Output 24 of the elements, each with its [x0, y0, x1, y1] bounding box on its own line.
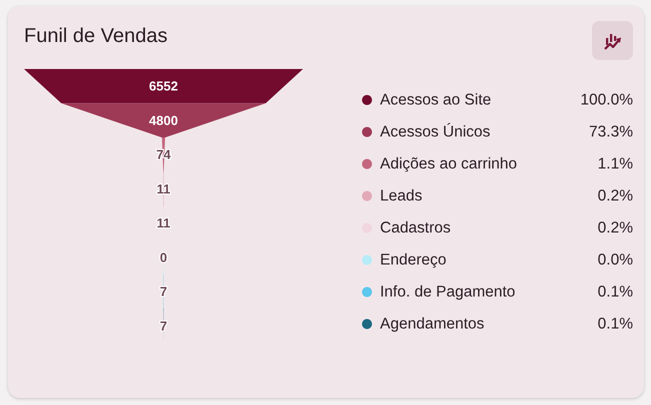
text: 0.0% — [598, 252, 634, 268]
category-label: Acessos ao Site — [380, 92, 492, 108]
category-label: Endereço — [380, 252, 446, 268]
data-label: 11 — [156, 181, 170, 196]
text: 0.1% — [598, 316, 634, 332]
data-label: 7 — [160, 284, 168, 300]
data-label: 11 — [156, 216, 170, 231]
text: Funil de Vendas — [24, 25, 168, 47]
text: 0.2% — [598, 220, 634, 236]
data-label: 7 — [160, 318, 168, 334]
category-label: Leads — [380, 188, 422, 204]
text: 0.1% — [598, 284, 634, 300]
text: 1.1% — [598, 156, 634, 172]
text: 73.3% — [589, 124, 634, 140]
data-label: 4800 — [149, 112, 178, 128]
data-label: 6552 — [149, 78, 178, 94]
text: 0.2% — [598, 188, 634, 204]
category-label: Info. de Pagamento — [380, 284, 516, 300]
category-label: Adições ao carrinho — [380, 156, 517, 172]
category-label: Acessos Únicos — [380, 122, 491, 140]
category-label: Agendamentos — [380, 316, 485, 332]
text: 100.0% — [580, 92, 634, 108]
data-label: 0 — [160, 250, 168, 265]
category-label: Cadastros — [380, 220, 451, 236]
